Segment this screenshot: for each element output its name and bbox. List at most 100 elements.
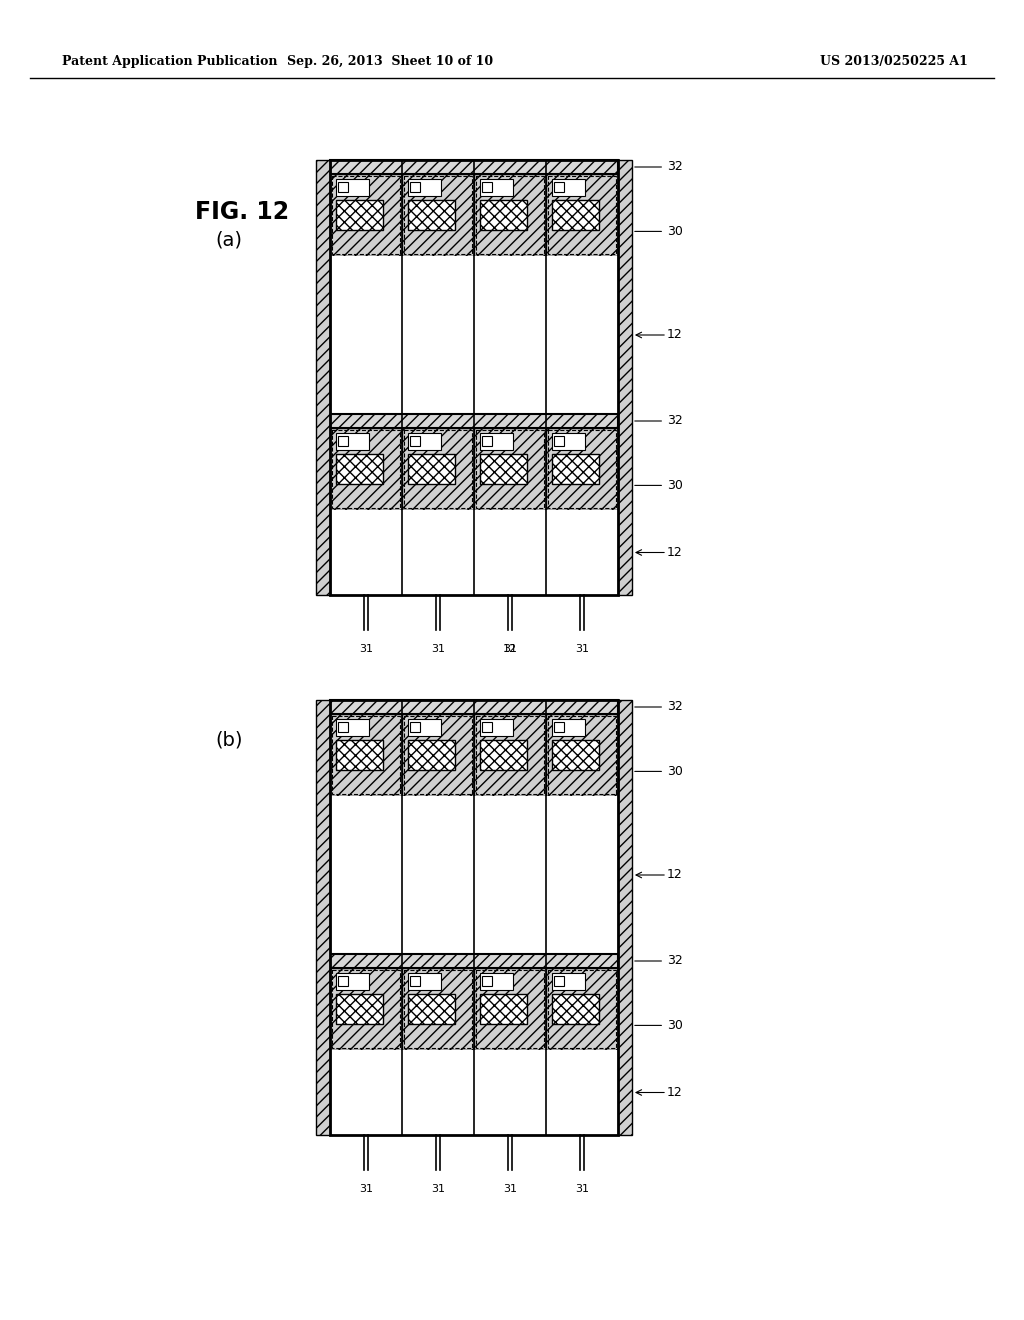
Bar [336,454,383,484]
Bar [330,700,618,1135]
Bar [480,994,526,1024]
Bar [402,174,474,256]
Bar [554,436,564,446]
Bar [554,722,564,733]
Bar [330,174,402,256]
Bar [546,174,618,256]
Bar [332,970,400,1048]
Bar [408,201,455,230]
Bar [482,436,492,446]
Bar [546,428,618,510]
Bar [330,160,618,174]
Bar [332,715,400,795]
Bar [474,510,546,595]
Bar [336,719,369,737]
Bar [336,741,383,770]
Bar [402,968,474,1049]
Text: 12: 12 [667,1086,683,1100]
Text: 31: 31 [503,1184,517,1195]
Bar [480,433,513,450]
Bar [404,970,472,1048]
Bar [474,796,546,954]
Bar [330,414,618,428]
Bar [402,796,474,954]
Bar [330,160,618,595]
Text: 30: 30 [635,224,683,238]
Bar [330,954,618,968]
Bar [474,1049,546,1135]
Text: 30: 30 [635,1019,683,1032]
Bar [552,180,585,195]
Bar [480,973,513,990]
Bar [338,182,348,191]
Bar [338,436,348,446]
Bar [336,201,383,230]
Bar [546,968,618,1049]
Text: 12: 12 [667,329,683,342]
Bar [336,433,369,450]
Text: 32: 32 [635,954,683,968]
Text: Sep. 26, 2013  Sheet 10 of 10: Sep. 26, 2013 Sheet 10 of 10 [287,55,494,69]
Bar [480,719,513,737]
Bar [336,180,369,195]
Text: 32: 32 [635,414,683,428]
Bar [408,973,441,990]
Bar [404,430,472,508]
Bar [408,719,441,737]
Bar [474,968,546,1049]
Text: (b): (b) [215,730,243,748]
Text: 12: 12 [503,644,517,653]
Bar [332,430,400,508]
Text: 12: 12 [667,869,683,882]
Bar [330,714,402,796]
Bar [552,201,599,230]
Text: 12: 12 [667,546,683,558]
Text: 31: 31 [503,644,517,653]
Bar [408,994,455,1024]
Bar [548,715,616,795]
Bar [410,722,420,733]
Bar [330,428,402,510]
Bar [480,201,526,230]
Bar [336,973,369,990]
Text: 31: 31 [359,1184,373,1195]
Bar [316,700,330,1135]
Text: US 2013/0250225 A1: US 2013/0250225 A1 [820,55,968,69]
Text: 31: 31 [431,1184,445,1195]
Bar [480,454,526,484]
Text: FIG. 12: FIG. 12 [195,201,289,224]
Bar [548,970,616,1048]
Text: 31: 31 [575,1184,589,1195]
Bar [474,428,546,510]
Bar [474,256,546,414]
Bar [316,160,330,595]
Bar [402,714,474,796]
Text: 31: 31 [575,644,589,653]
Text: 32: 32 [635,161,683,173]
Bar [404,715,472,795]
Bar [330,700,618,714]
Bar [474,714,546,796]
Bar [482,182,492,191]
Bar [404,176,472,253]
Bar [402,510,474,595]
Bar [402,1049,474,1135]
Bar [546,714,618,796]
Bar [330,1049,402,1135]
Bar [408,454,455,484]
Bar [618,160,632,595]
Bar [476,970,544,1048]
Bar [338,975,348,986]
Bar [474,174,546,256]
Text: 32: 32 [635,701,683,714]
Bar [332,176,400,253]
Bar [552,454,599,484]
Bar [480,180,513,195]
Bar [546,796,618,954]
Bar [552,973,585,990]
Bar [410,975,420,986]
Bar [330,796,402,954]
Bar [410,436,420,446]
Text: Patent Application Publication: Patent Application Publication [62,55,278,69]
Text: (a): (a) [215,230,242,249]
